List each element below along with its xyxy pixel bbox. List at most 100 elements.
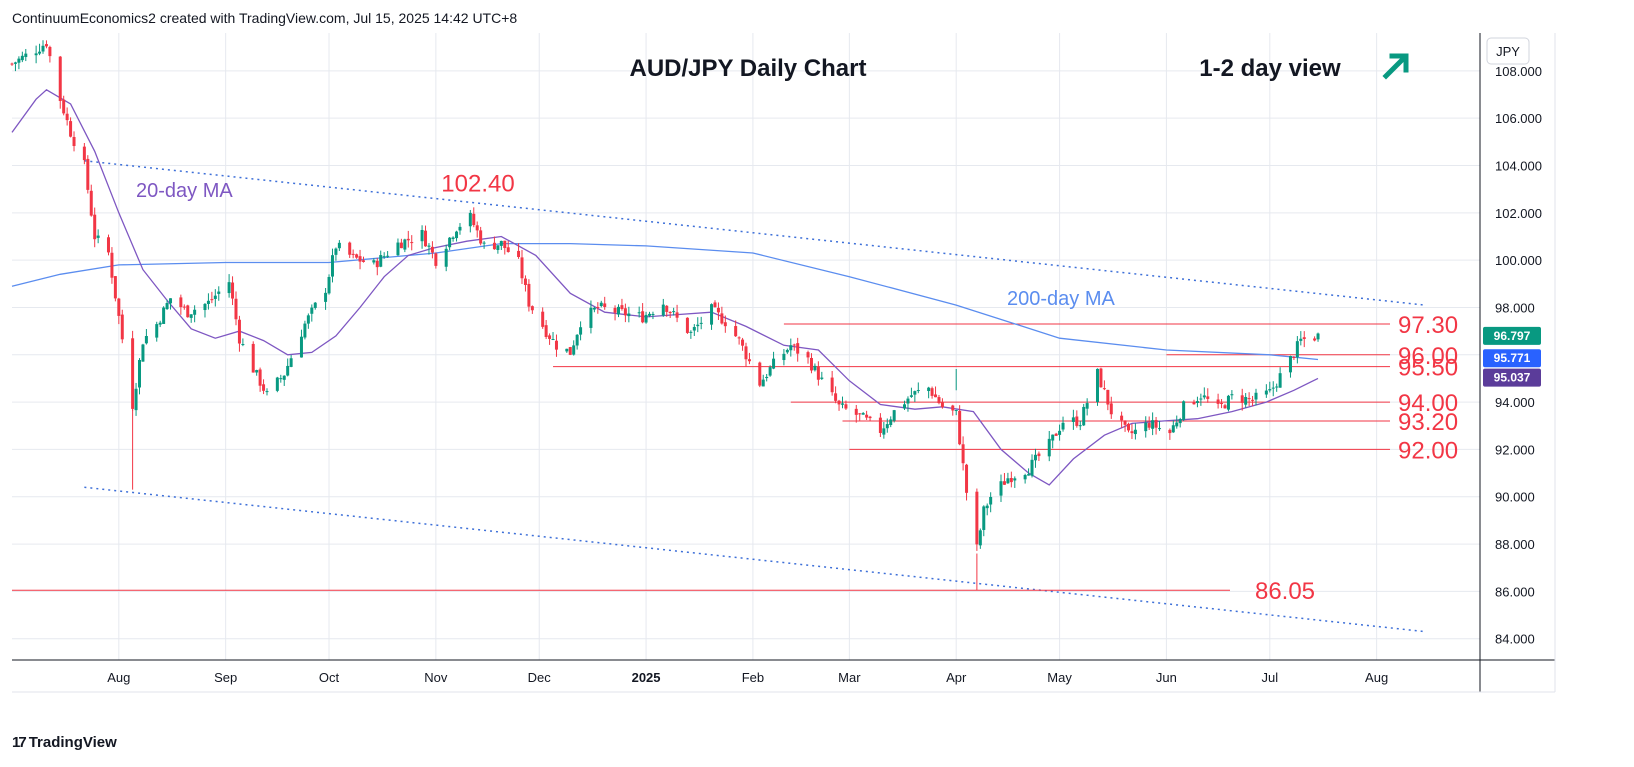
candle-down	[837, 400, 841, 405]
candle-down	[517, 250, 521, 257]
trend-lines	[84, 160, 1425, 633]
candle-up	[455, 231, 459, 239]
moving-averages	[11, 88, 1319, 486]
candle-down	[1251, 399, 1255, 401]
candle-up	[1047, 438, 1051, 457]
candle-up	[306, 315, 310, 324]
candle-down	[975, 491, 979, 545]
candle-down	[82, 146, 86, 161]
candle-up	[1202, 395, 1206, 398]
candle-down	[1313, 338, 1317, 341]
candle-up	[1078, 425, 1082, 427]
y-tick-label: 98.000	[1495, 300, 1535, 315]
candle-down	[596, 306, 600, 308]
candle-up	[989, 497, 993, 505]
candle-down	[1099, 368, 1103, 388]
candle-up	[1051, 434, 1055, 441]
candle-down	[1002, 481, 1006, 485]
candle-up	[334, 248, 338, 255]
candle-down	[1220, 402, 1224, 404]
candle-down	[234, 298, 238, 320]
level-label-86.05: 86.05	[1255, 578, 1315, 605]
last-price-tag-box	[1483, 326, 1541, 345]
y-tick-label: 84.000	[1495, 632, 1535, 647]
candle-up	[1061, 422, 1065, 430]
candle-up	[289, 358, 293, 367]
candle-up	[1178, 419, 1182, 424]
candle-up	[34, 53, 38, 56]
candle-down	[603, 303, 607, 307]
candle-up	[761, 379, 765, 387]
candle-down	[186, 305, 190, 318]
candle-down	[1223, 405, 1227, 409]
candle-down	[358, 256, 362, 262]
candle-up	[386, 255, 390, 257]
candle-down	[113, 276, 117, 299]
candle-down	[685, 317, 689, 333]
tradingview-logo[interactable]: 17 TradingView	[12, 734, 117, 751]
candle-up	[138, 359, 142, 388]
tradingview-logo-icon: 17	[12, 734, 27, 751]
x-tick-label: Mar	[838, 670, 861, 685]
candle-down	[792, 344, 796, 346]
level-lines	[12, 323, 1390, 591]
candle-down	[554, 340, 558, 350]
x-tick-label: Aug	[1365, 670, 1388, 685]
currency-box	[1486, 37, 1530, 65]
candle-up	[158, 322, 162, 325]
candle-down	[89, 190, 93, 216]
candle-down	[744, 346, 748, 360]
candle-up	[286, 365, 290, 376]
candle-up	[1082, 406, 1086, 426]
candle-down	[930, 388, 934, 396]
candle-down	[720, 313, 724, 324]
ma20-label: 20-day MA	[136, 180, 233, 202]
level-label-102.40: 102.40	[441, 170, 514, 197]
candle-down	[940, 402, 944, 408]
y-tick-label: 102.000	[1495, 206, 1542, 221]
candle-up	[916, 390, 920, 392]
candle-down	[806, 352, 810, 358]
candle-down	[834, 393, 838, 401]
candle-down	[1127, 423, 1131, 431]
x-tick-label: Jun	[1156, 670, 1177, 685]
candle-up	[310, 307, 314, 314]
candle-up	[699, 322, 703, 324]
candle-down	[58, 56, 62, 102]
candle-up	[482, 242, 486, 244]
candle-up	[913, 391, 917, 395]
candle-up	[1182, 401, 1186, 420]
candle-up	[41, 45, 45, 52]
candle-down	[375, 260, 379, 268]
candle-down	[734, 326, 738, 337]
candle-down	[544, 325, 548, 337]
ma200-label: 200-day MA	[1007, 288, 1115, 310]
candle-down	[961, 444, 965, 464]
candles	[10, 40, 1320, 591]
candle-up	[1264, 390, 1268, 395]
candle-down	[1302, 337, 1306, 340]
ma20-price-tag: 95.771	[1494, 351, 1531, 365]
candle-down	[520, 257, 524, 279]
candle-up	[17, 58, 21, 63]
x-tick-label: Dec	[528, 670, 552, 685]
chart-title: AUD/JPY Daily Chart	[630, 55, 867, 82]
candle-down	[1130, 431, 1134, 434]
candle-down	[72, 136, 76, 147]
candle-up	[1030, 459, 1034, 476]
x-tick-label: Jul	[1261, 670, 1278, 685]
y-tick-label: 88.000	[1495, 537, 1535, 552]
candle-down	[958, 410, 962, 445]
candle-down	[10, 63, 14, 65]
candle-up	[882, 428, 886, 435]
candle-down	[809, 357, 813, 371]
candle-up	[1195, 401, 1199, 403]
candle-up	[1288, 356, 1292, 373]
candle-down	[406, 238, 410, 241]
level-label-95.50: 95.50	[1398, 355, 1458, 382]
y-tick-label: 104.000	[1495, 158, 1542, 173]
candle-up	[1171, 425, 1175, 433]
candle-up	[1199, 398, 1203, 400]
candle-down	[69, 121, 73, 137]
